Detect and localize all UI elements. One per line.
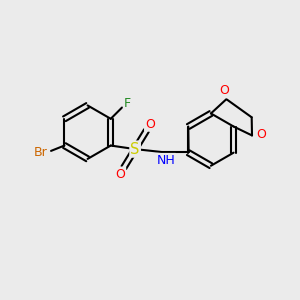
Text: O: O bbox=[145, 118, 155, 130]
Text: O: O bbox=[219, 84, 229, 98]
Text: S: S bbox=[130, 142, 140, 157]
Text: NH: NH bbox=[157, 154, 175, 167]
Text: F: F bbox=[124, 98, 131, 110]
Text: O: O bbox=[256, 128, 266, 141]
Text: Br: Br bbox=[34, 146, 47, 159]
Text: O: O bbox=[115, 168, 125, 181]
